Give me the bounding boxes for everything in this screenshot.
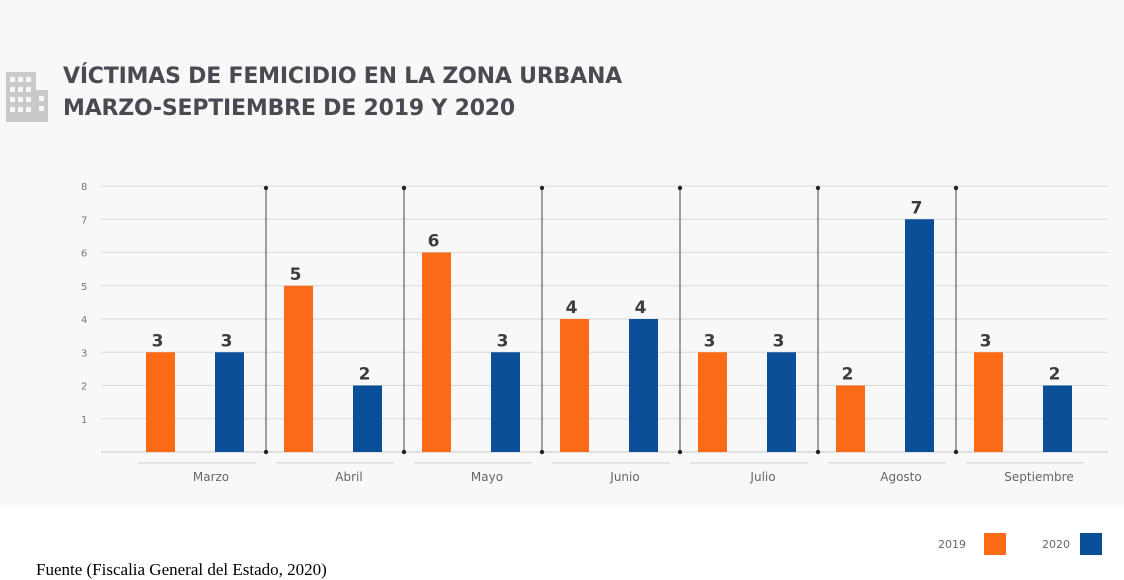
- data-label: 4: [566, 298, 578, 318]
- separator-dot: [953, 449, 959, 455]
- x-tick-label: Marzo: [193, 470, 229, 484]
- bar-2020: [491, 352, 520, 452]
- bar-2019: [284, 285, 313, 452]
- buildings-icon: [6, 72, 48, 122]
- y-tick-label: 3: [81, 348, 87, 359]
- y-tick-label: 7: [81, 215, 87, 226]
- data-label: 2: [359, 365, 371, 385]
- legend-swatch-2020: [1080, 533, 1102, 555]
- bar-2020: [767, 352, 796, 452]
- bar-2019: [422, 252, 451, 452]
- data-label: 3: [704, 331, 716, 351]
- separator-dot: [263, 185, 269, 191]
- separator-dot: [263, 449, 269, 455]
- chart-title-line2: MARZO-SEPTIEMBRE DE 2019 Y 2020: [63, 96, 516, 121]
- bar-2020: [353, 385, 382, 452]
- data-label: 5: [290, 265, 302, 285]
- data-label: 3: [497, 331, 509, 351]
- legend-swatch-2019: [984, 533, 1006, 555]
- bar-2019: [974, 352, 1003, 452]
- separator-dot: [539, 449, 545, 455]
- separator-dot: [815, 185, 821, 191]
- bar-2019: [560, 319, 589, 452]
- legend: 2019 2020: [900, 514, 1120, 574]
- legend-label-2019: 2019: [938, 538, 966, 551]
- legend-label-2020: 2020: [1042, 538, 1070, 551]
- data-label: 6: [428, 232, 440, 252]
- bar-2020: [215, 352, 244, 452]
- bar-2020: [629, 319, 658, 452]
- separator-dot: [815, 449, 821, 455]
- x-tick-label: Septiembre: [1004, 470, 1073, 484]
- separator-dot: [401, 185, 407, 191]
- source-caption: Fuente (Fiscalia General del Estado, 202…: [36, 560, 327, 579]
- separator-dot: [677, 185, 683, 191]
- data-label: 2: [1049, 365, 1061, 385]
- x-tick-label: Mayo: [471, 470, 503, 484]
- bar-2019: [698, 352, 727, 452]
- x-tick-label: Agosto: [880, 470, 921, 484]
- data-label: 3: [221, 331, 233, 351]
- bar-2020: [905, 219, 934, 452]
- data-label: 7: [911, 198, 923, 218]
- y-tick-label: 5: [81, 282, 87, 293]
- y-tick-label: 1: [81, 415, 87, 426]
- bar-2019: [836, 385, 865, 452]
- x-tick-label: Junio: [609, 470, 639, 484]
- bar-2019: [146, 352, 175, 452]
- separator-dot: [539, 185, 545, 191]
- data-label: 3: [980, 331, 992, 351]
- x-tick-label: Abril: [335, 470, 362, 484]
- data-label: 3: [773, 331, 785, 351]
- data-label: 4: [635, 298, 647, 318]
- bar-chart: 1 2 3 4 5 6 7 8 3 3 5 2 6 3 4 4 3 3 2 7 3 2 Marzo Abril Mayo Ju…: [81, 182, 1108, 484]
- separator-dot: [953, 185, 959, 191]
- y-tick-label: 4: [81, 315, 87, 326]
- y-tick-label: 6: [81, 249, 87, 260]
- separator-dot: [401, 449, 407, 455]
- data-label: 3: [152, 331, 164, 351]
- y-tick-label: 2: [81, 382, 87, 393]
- x-tick-label: Julio: [749, 470, 775, 484]
- y-tick-label: 8: [81, 182, 87, 193]
- separator-dot: [677, 449, 683, 455]
- chart-title-line1: VÍCTIMAS DE FEMICIDIO EN LA ZONA URBANA: [63, 64, 622, 89]
- data-label: 2: [842, 365, 854, 385]
- bar-2020: [1043, 385, 1072, 452]
